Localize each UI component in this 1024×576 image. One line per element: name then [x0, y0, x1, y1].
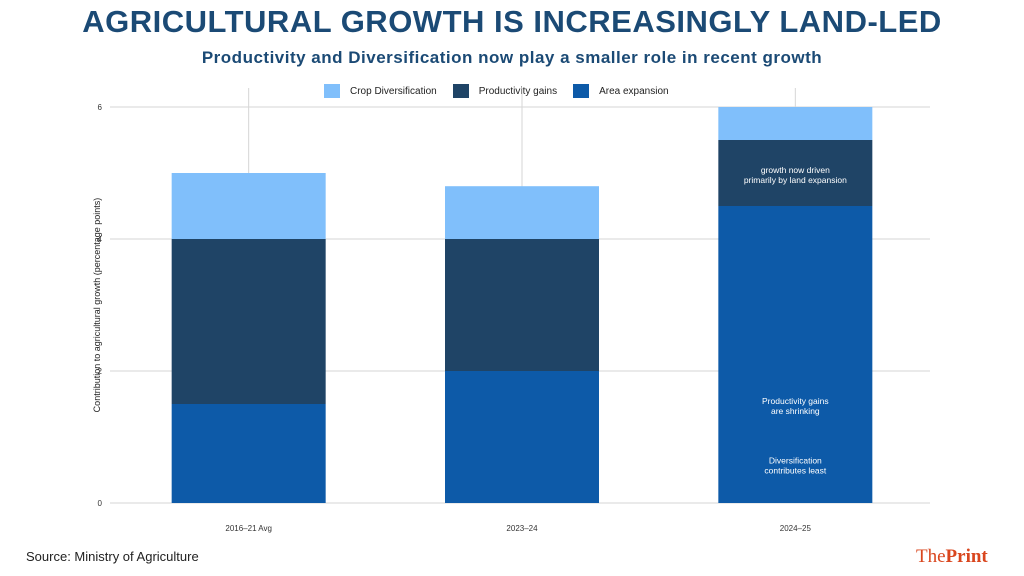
legend-swatch	[324, 84, 340, 98]
bar-segment	[171, 404, 326, 503]
y-tick-label: 0	[98, 499, 103, 508]
annotation-text: contributes least	[764, 465, 827, 475]
annotation-text: growth now driven	[761, 165, 830, 175]
y-axis-label: Contribution to agricultural growth (per…	[92, 198, 102, 413]
chart-subtitle: Productivity and Diversification now pla…	[201, 48, 823, 67]
bar-segment	[718, 140, 873, 206]
bar-segment	[171, 173, 326, 239]
annotation-text: Productivity gains	[762, 396, 829, 406]
annotation-text: Diversification	[769, 455, 822, 465]
theprint-logo: ThePrint	[916, 546, 988, 568]
bar-segment	[445, 239, 599, 371]
logo-part1: The	[916, 546, 946, 567]
logo-part2: Print	[945, 546, 988, 567]
legend-label: Productivity gains	[478, 85, 558, 97]
annotation-text: primarily by land expansion	[744, 175, 847, 185]
legend-swatch	[452, 84, 469, 98]
bar-segment	[445, 371, 599, 503]
legend-label: Area expansion	[599, 85, 669, 97]
legend-item: Productivity gains	[452, 84, 558, 98]
y-tick-label: 2	[98, 367, 103, 376]
source-note: Source: Ministry of Agriculture	[26, 549, 199, 564]
legend-item: Crop Diversification	[324, 84, 437, 98]
x-tick-label: 2023–24	[506, 524, 538, 533]
bar-segment	[445, 186, 599, 239]
bar-segment	[718, 107, 873, 140]
bar-segment	[171, 239, 326, 404]
bar-segment	[718, 206, 873, 503]
x-tick-label: 2024–25	[780, 524, 812, 533]
y-tick-label: 6	[98, 103, 103, 112]
legend-label: Crop Diversification	[350, 85, 437, 97]
legend-swatch	[573, 84, 590, 98]
chart-title: AGRICULTURAL GROWTH IS INCREASINGLY LAND…	[82, 4, 942, 39]
y-tick-label: 4	[98, 235, 103, 244]
legend-item: Area expansion	[573, 84, 669, 98]
annotation-text: are shrinking	[771, 406, 820, 416]
legend: Crop Diversification Productivity gains Ar…	[324, 84, 669, 98]
x-tick-label: 2016–21 Avg	[225, 524, 272, 533]
